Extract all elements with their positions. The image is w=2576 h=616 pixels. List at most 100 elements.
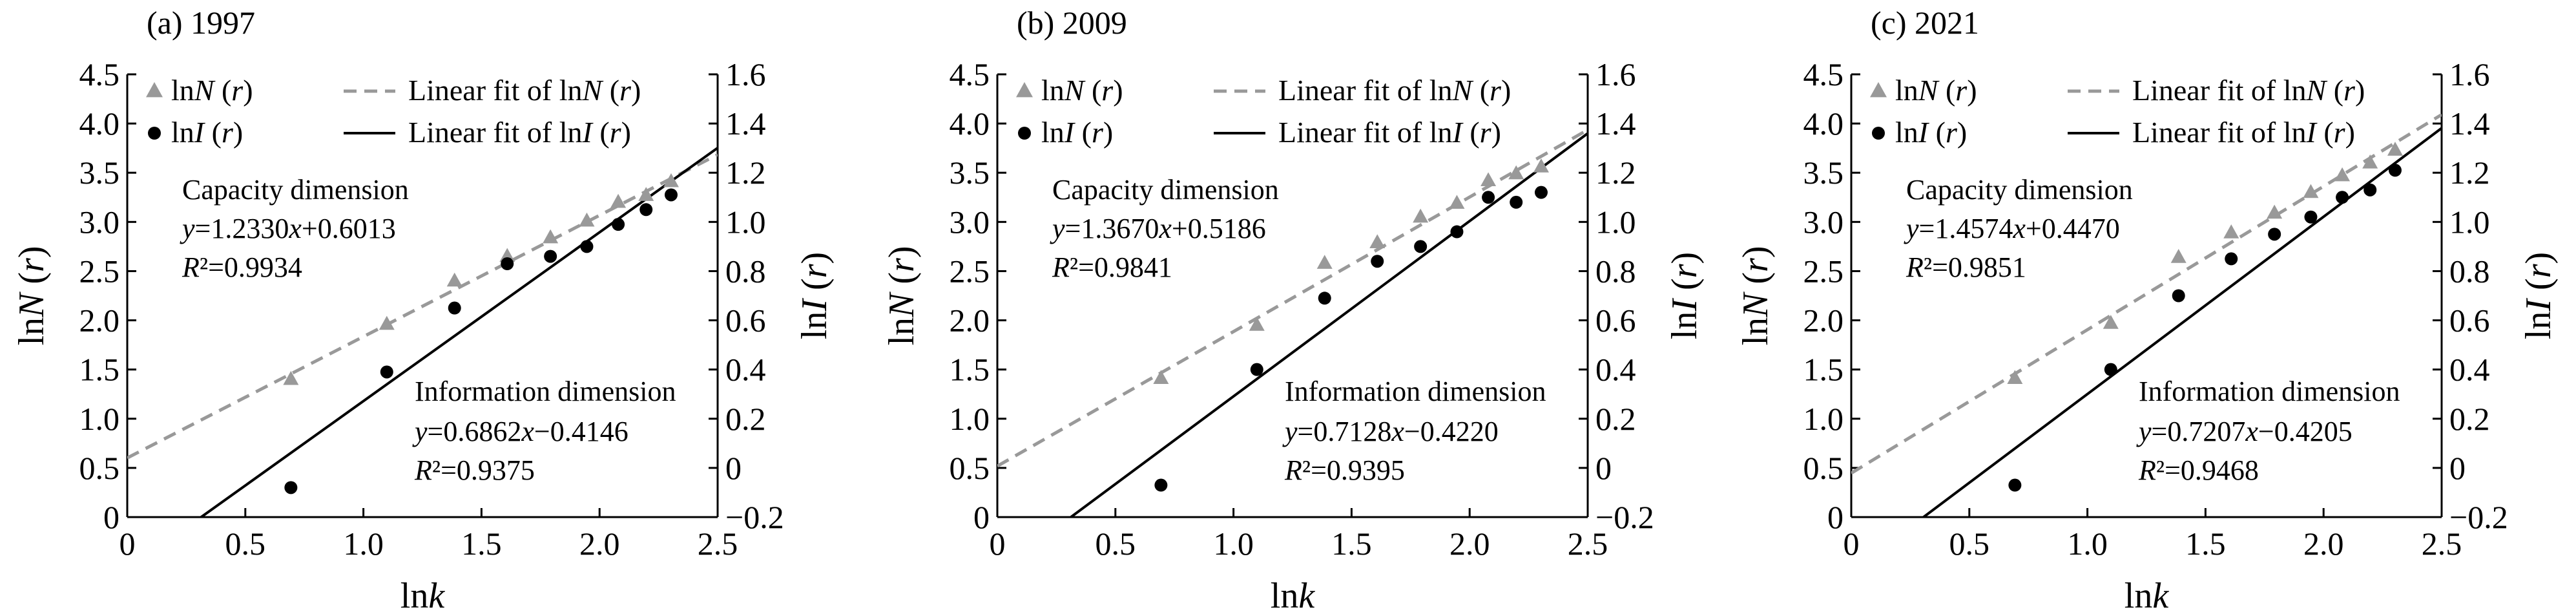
y-tick-label: 1.5 <box>79 352 120 388</box>
x-tick-label: 0.5 <box>1949 526 1990 562</box>
y2-tick-label: 1.6 <box>1595 56 1636 92</box>
information-r2: R²=0.9395 <box>1284 454 1405 486</box>
data-point-lnI <box>1371 255 1384 268</box>
data-point-lnN <box>2267 204 2283 219</box>
data-point-lnI <box>1318 292 1331 305</box>
capacity-r2: R²=0.9851 <box>1906 251 2026 283</box>
legend-label: Linear fit of lnI (r) <box>1278 116 1501 149</box>
y-tick-label: 4.5 <box>79 56 120 92</box>
x-tick-label: 1.0 <box>1213 526 1254 562</box>
legend-label: Linear fit of lnN (r) <box>2132 74 2365 107</box>
x-tick-label: 0 <box>119 526 136 562</box>
y-tick-label: 4.0 <box>950 105 990 142</box>
y2-tick-label: 0.8 <box>1595 253 1636 289</box>
annotations: Capacity dimension y=1.4574x+0.4470 R²=0.9… <box>1904 174 2400 486</box>
data-point-lnN <box>1153 370 1169 385</box>
y2-tick-label: 0.4 <box>725 352 766 388</box>
y2-tick-label: 1.6 <box>725 56 766 92</box>
data-point-lnN <box>2223 224 2239 239</box>
y2-tick-label: 0.8 <box>2449 253 2490 289</box>
information-r2: R²=0.9468 <box>2138 454 2259 486</box>
y2-tick-label: 1.0 <box>725 204 766 240</box>
data-point-lnI <box>1482 191 1495 204</box>
y-tick-label: 1.5 <box>950 352 990 388</box>
y2-tick-label: 1.2 <box>725 154 766 191</box>
legend-marker-lnI <box>1018 127 1031 140</box>
y-tick-label: 0 <box>1827 499 1844 535</box>
data-point-lnI <box>2104 363 2117 376</box>
y2-tick-label: 0.6 <box>725 303 766 339</box>
data-point-lnN <box>1249 317 1265 331</box>
data-point-lnN <box>1413 208 1429 223</box>
y-tick-label: 3.5 <box>79 154 120 191</box>
legend-label: lnN (r) <box>171 74 253 107</box>
x-axis-label: lnk <box>2124 576 2170 616</box>
chart-title: (c) 2021 <box>1871 5 1979 41</box>
y2-axis-label: lnI (r) <box>1665 252 1705 339</box>
data-point-lnI <box>2268 228 2281 241</box>
data-point-lnI <box>612 218 625 231</box>
data-point-lnN <box>2387 142 2403 156</box>
y2-tick-label: 1.4 <box>2449 105 2490 142</box>
capacity-equation: y=1.4574x+0.4470 <box>1904 213 2120 244</box>
chart-panel-1: (a) 1997 0 0.5 1.0 1.5 2.0 2.5 0 0.5 1.0 1.5 2.0 2.5… <box>12 5 835 616</box>
y2-tick-label: 0.6 <box>2449 303 2490 339</box>
data-point-lnN <box>543 229 559 244</box>
y-tick-label: 2.0 <box>950 303 990 339</box>
annotations: Capacity dimension y=1.2330x+0.6013 R²=0.9… <box>180 174 676 486</box>
x-axis-label: lnk <box>400 576 446 616</box>
information-equation: y=0.7207x−0.4205 <box>2136 416 2353 447</box>
data-point-lnN <box>446 272 462 287</box>
data-point-lnN <box>1508 165 1524 180</box>
data-point-lnI <box>448 301 461 315</box>
annotations: Capacity dimension y=1.3670x+0.5186 R²=0.9… <box>1050 174 1546 486</box>
data-point-lnI <box>1154 478 1168 492</box>
data-point-lnI <box>2388 164 2402 177</box>
legend-marker-lnI <box>1872 127 1885 140</box>
data-point-lnN <box>2362 154 2378 169</box>
legend-label: Linear fit of lnN (r) <box>1278 74 1511 107</box>
capacity-dimension-title: Capacity dimension <box>182 174 409 206</box>
data-point-lnI <box>1450 225 1464 239</box>
capacity-dimension-title: Capacity dimension <box>1052 174 1279 206</box>
information-dimension-title: Information dimension <box>1285 376 1546 407</box>
y2-tick-label: −0.2 <box>725 499 784 535</box>
y-tick-label: 4.0 <box>1803 105 1844 142</box>
chart-title: (a) 1997 <box>147 5 255 41</box>
y2-tick-label: 1.4 <box>1595 105 1636 142</box>
x-axis-label: lnk <box>1271 576 1316 616</box>
legend-label: Linear fit of lnI (r) <box>2132 116 2355 149</box>
x-tick-label: 1.5 <box>2185 526 2226 562</box>
y-tick-label: 3.0 <box>79 204 120 240</box>
data-point-lnI <box>284 481 298 494</box>
legend-marker-lnN <box>146 81 163 98</box>
legend: lnN (r) lnI (r) Linear fit of lnN (r) Linea… <box>1016 74 1511 149</box>
y-tick-label: 1.0 <box>79 401 120 437</box>
data-point-lnI <box>501 257 514 271</box>
legend-label: lnI (r) <box>1041 116 1113 149</box>
x-tick-label: 0 <box>990 526 1006 562</box>
y2-tick-label: 0.8 <box>725 253 766 289</box>
data-point-lnI <box>1250 363 1263 376</box>
x-tick-label: 2.0 <box>579 526 620 562</box>
data-point-lnI <box>1414 240 1428 253</box>
data-point-lnN <box>379 315 395 330</box>
x-tick-label: 2.5 <box>2422 526 2462 562</box>
fit-line-lnI <box>1068 132 1588 517</box>
legend: lnN (r) lnI (r) Linear fit of lnN (r) Linea… <box>146 74 641 149</box>
fit-lines <box>127 147 718 517</box>
capacity-equation: y=1.2330x+0.6013 <box>180 213 396 244</box>
y-tick-label: 2.5 <box>950 253 990 289</box>
legend-label: lnN (r) <box>1041 74 1123 107</box>
data-point-lnN <box>283 370 299 385</box>
y2-axis-label: lnI (r) <box>2519 252 2559 339</box>
y-tick-label: 0.5 <box>950 450 990 486</box>
y2-tick-label: 0.4 <box>1595 352 1636 388</box>
y2-tick-label: 0 <box>725 450 742 486</box>
legend-label: lnI (r) <box>1895 116 1967 149</box>
information-equation: y=0.6862x−0.4146 <box>412 416 628 447</box>
x-tick-label: 2.0 <box>1449 526 1490 562</box>
y-tick-label: 4.5 <box>950 56 990 92</box>
data-point-lnI <box>2336 191 2349 204</box>
y-tick-label: 4.5 <box>1803 56 1844 92</box>
